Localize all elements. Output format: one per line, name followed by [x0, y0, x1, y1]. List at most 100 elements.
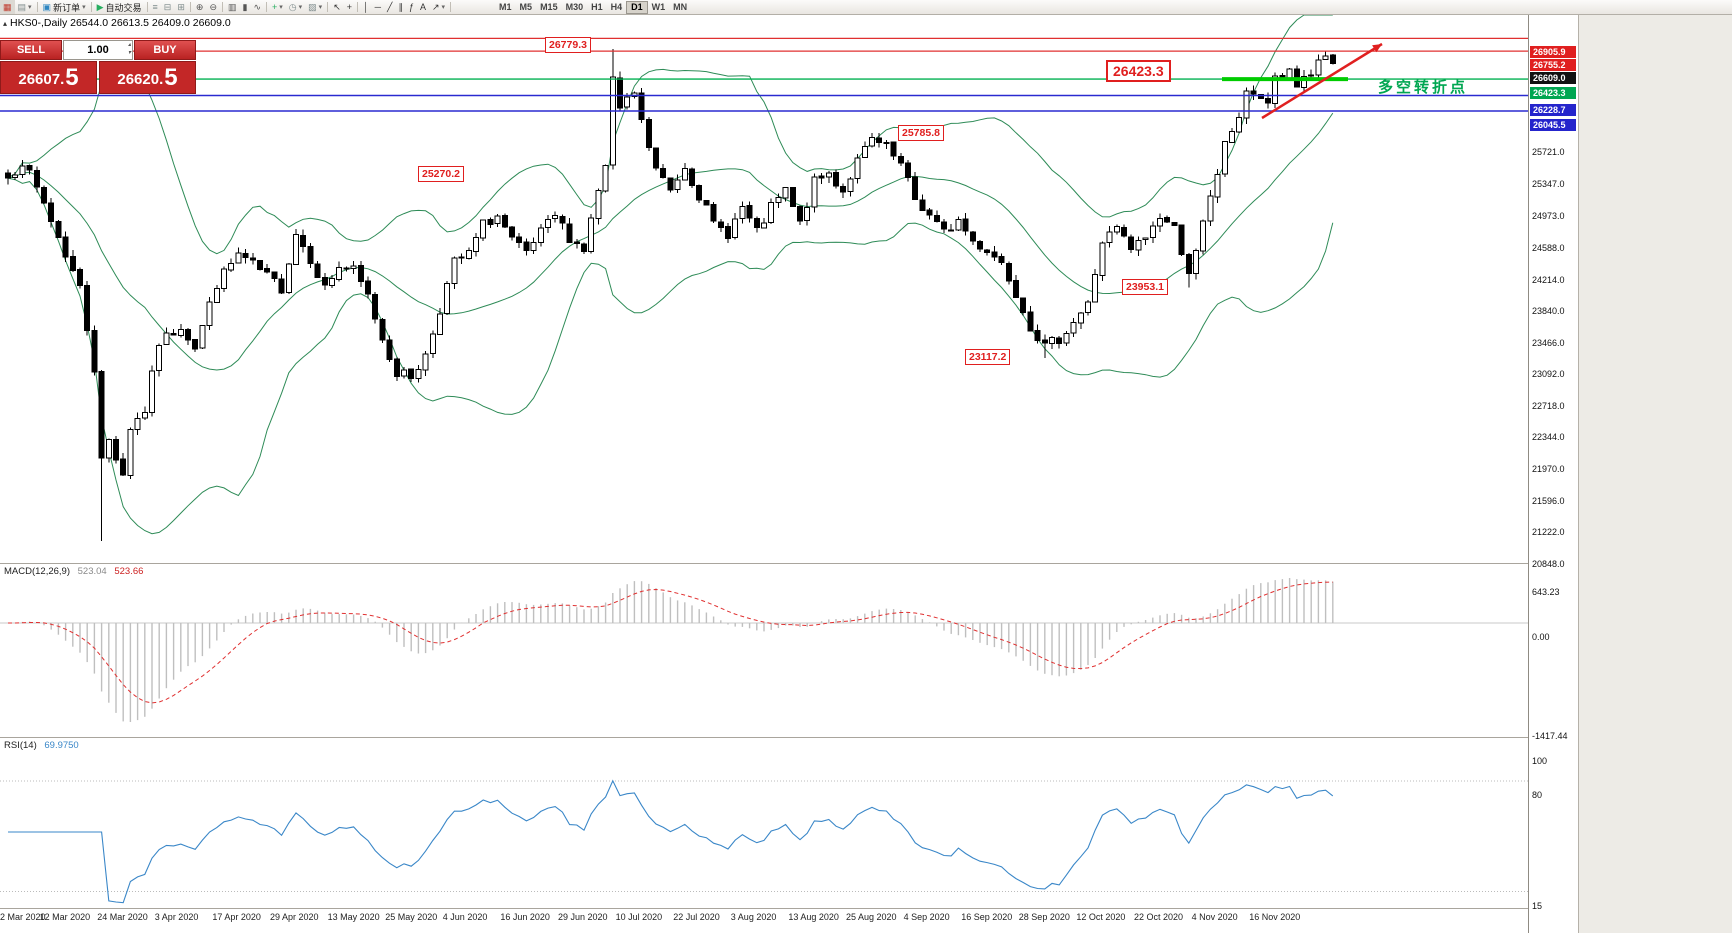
timeframe-w1[interactable]: W1	[651, 1, 666, 12]
trendline-icon[interactable]: ╱	[384, 0, 395, 14]
chart-plot-area[interactable]	[0, 14, 1528, 933]
candle	[321, 276, 328, 286]
candle	[1272, 75, 1279, 104]
candle	[1265, 98, 1271, 104]
timeframe-m5[interactable]: M5	[519, 1, 533, 12]
fibonacci-icon[interactable]: ƒ	[406, 0, 417, 14]
time-axis[interactable]: 2 Mar 2020 12 Mar 2020 24 Mar 2020 3 Apr 20…	[0, 909, 1528, 933]
candle	[653, 147, 659, 169]
candle	[1106, 231, 1113, 243]
candle	[1041, 339, 1048, 344]
timeframe-mn[interactable]: MN	[673, 1, 688, 12]
text-label-icon[interactable]: A	[417, 0, 429, 14]
toolbar-separator	[327, 2, 329, 12]
candle	[1149, 225, 1156, 238]
new-chart-icon[interactable]: ▦	[0, 0, 15, 14]
candle	[703, 200, 710, 206]
price-callout[interactable]: 25785.8	[898, 125, 944, 141]
sell-price-box[interactable]: 26607. 5	[0, 61, 97, 94]
candlestick-chart-icon[interactable]: ▮	[240, 0, 251, 14]
panel-divider-rsi[interactable]	[0, 737, 1577, 738]
candle	[818, 175, 825, 179]
zoom-out-icon[interactable]: ⊖	[206, 0, 220, 14]
toolbar-separator	[36, 2, 38, 12]
candle	[185, 329, 191, 341]
timeframe-m30[interactable]: M30	[565, 1, 584, 12]
candle	[235, 252, 242, 264]
vertical-line-icon-glyph: │	[363, 2, 369, 12]
new-order-button[interactable]: ▣ 新订单 ▾	[40, 0, 89, 14]
timeframes-icon[interactable]: ◷ ▾	[286, 0, 305, 14]
trend-arrow-line[interactable]	[1261, 42, 1383, 120]
candle	[19, 165, 26, 176]
terminal-icon[interactable]: ⊞	[174, 0, 188, 14]
volume-up-icon[interactable]: ▴	[127, 42, 131, 48]
timeframe-m15[interactable]: M15	[540, 1, 558, 12]
panel-divider-macd[interactable]	[0, 563, 1577, 564]
candle	[1092, 274, 1099, 303]
candle	[523, 241, 530, 251]
crosshair-icon[interactable]: +	[344, 0, 355, 14]
buy-button[interactable]: BUY	[134, 40, 196, 60]
trendline-icon-glyph: ╱	[387, 2, 393, 12]
price-callout[interactable]: 26423.3	[1106, 60, 1171, 82]
volume-down-icon[interactable]: ▾	[127, 50, 131, 56]
date-label: 10 Jul 2020	[615, 912, 663, 922]
drawn-objects-layer[interactable]	[1222, 42, 1383, 120]
arrow-objects-icon[interactable]: ↗ ▾	[429, 0, 448, 14]
candle	[509, 226, 515, 238]
collapse-triangle-icon[interactable]: ▴	[3, 19, 8, 28]
timeframe-d1[interactable]: D1	[626, 0, 648, 14]
volume-stepper[interactable]: 1.00 ▴ ▾	[63, 40, 133, 60]
price-tick-label: 25721.0	[1532, 147, 1565, 158]
candle	[249, 257, 256, 261]
macd-title: MACD(12,26,9)	[4, 566, 70, 577]
candle	[681, 167, 688, 181]
price-callout[interactable]: 23953.1	[1122, 279, 1168, 295]
price-callout[interactable]: 25270.2	[418, 166, 464, 182]
date-label: 4 Sep 2020	[903, 912, 950, 922]
horizontal-line-icon[interactable]: ─	[372, 0, 384, 14]
chart-profiles-icon-glyph: ▤	[17, 2, 27, 12]
sell-button[interactable]: SELL	[0, 40, 62, 60]
market-watch-icon[interactable]: ≡	[150, 0, 161, 14]
candle	[753, 217, 760, 229]
date-label: 4 Jun 2020	[442, 912, 488, 922]
timeframe-h1[interactable]: H1	[591, 1, 603, 12]
price-tick-label: 23840.0	[1532, 306, 1565, 317]
price-callout[interactable]: 23117.2	[965, 349, 1011, 365]
candle	[127, 428, 134, 477]
zoom-in-icon[interactable]: ⊕	[193, 0, 207, 14]
navigator-icon[interactable]: ⊟	[161, 0, 175, 14]
volume-spinner[interactable]: ▴ ▾	[128, 41, 131, 57]
line-chart-icon[interactable]: ∿	[250, 0, 264, 14]
candle	[631, 92, 638, 97]
candle	[91, 329, 98, 373]
chart-profiles-icon[interactable]: ▤ ▾	[15, 0, 35, 14]
cursor-icon[interactable]: ↖	[330, 0, 344, 14]
templates-icon[interactable]: ▨ ▾	[305, 0, 325, 14]
candle	[1077, 312, 1084, 324]
equidistant-channel-icon[interactable]: ∥	[395, 0, 406, 14]
date-label: 22 Jul 2020	[673, 912, 720, 922]
price-level-chip: 26755.2	[1530, 59, 1576, 72]
timeframe-h4[interactable]: H4	[610, 1, 623, 12]
indicators-icon[interactable]: + ▾	[269, 0, 286, 14]
date-label: 16 Nov 2020	[1249, 912, 1301, 922]
candle	[177, 329, 184, 337]
candle	[55, 221, 62, 238]
price-level-chip: 26905.9	[1530, 46, 1576, 59]
timeframe-m1[interactable]: M1	[499, 1, 512, 12]
autotrading-button[interactable]: ▶ 自动交易	[94, 0, 145, 14]
candle	[379, 319, 386, 341]
chart-title: ▴ HKS0-,Daily 26544.0 26613.5 26409.0 266…	[3, 17, 231, 29]
price-callout[interactable]: 26779.3	[545, 37, 591, 53]
buy-price-box[interactable]: 26620. 5	[99, 61, 196, 94]
candle	[501, 214, 508, 228]
vertical-line-icon[interactable]: │	[360, 0, 372, 14]
bar-chart-icon[interactable]: ▥	[225, 0, 240, 14]
annotation-note-text[interactable]: 多空转折点	[1378, 79, 1469, 96]
price-tick-label: 22718.0	[1532, 400, 1565, 411]
price-axis[interactable]: 25721.0 25347.0 24973.0 24588.0 24214.0 23840…	[1528, 14, 1578, 933]
candle	[725, 226, 731, 239]
